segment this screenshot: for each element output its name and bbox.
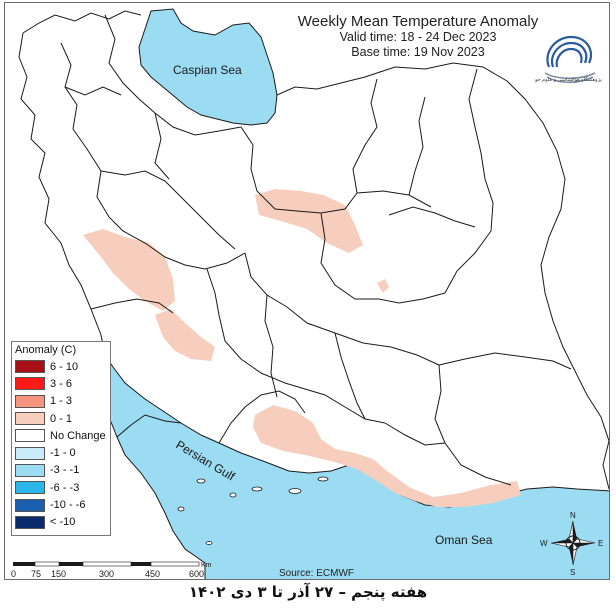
- legend-label: -1 - 0: [50, 447, 76, 460]
- province-borders: [18, 10, 609, 490]
- legend-swatch: [15, 481, 45, 495]
- scale-tick: 75: [31, 569, 41, 579]
- scale-tick: 150: [51, 569, 66, 579]
- legend-item: No Change: [15, 427, 107, 444]
- anomaly-patch-west-b: [155, 309, 215, 361]
- legend-item: 3 - 6: [15, 375, 107, 392]
- compass-rose: N S E W: [540, 511, 603, 577]
- legend-label: 3 - 6: [50, 377, 73, 390]
- source-label: Source: ECMWF: [279, 568, 355, 579]
- scale-unit: Km: [201, 562, 211, 569]
- map-title: Weekly Mean Temperature Anomaly: [297, 13, 539, 30]
- legend-item: 6 - 10: [15, 358, 107, 375]
- scale-tick: 600: [189, 569, 204, 579]
- scale-tick: 300: [99, 569, 114, 579]
- institute-logo: [544, 35, 596, 84]
- legend-swatch: [15, 412, 45, 426]
- map-title-block: Weekly Mean Temperature Anomaly Valid ti…: [273, 13, 563, 60]
- legend-label: < -10: [50, 516, 76, 529]
- compass-e: E: [598, 539, 603, 548]
- iran-map: Caspian Sea Persian Gulf Oman Sea N S E …: [18, 8, 609, 579]
- legend-label: -3 - -1: [50, 464, 80, 477]
- legend: Anomaly (C) 6 - 10 3 - 6 1 - 3 0 - 1 No …: [11, 341, 111, 536]
- scale-tick: 450: [145, 569, 160, 579]
- caspian-sea-label: Caspian Sea: [173, 63, 242, 77]
- scale-bar: 0 75 150 300 450 600 Km: [11, 561, 211, 579]
- logo-text: پژوهشگاه هواشناسی و علوم جو: [535, 77, 602, 83]
- legend-swatch: [15, 515, 45, 529]
- legend-swatch: [15, 446, 45, 460]
- legend-item: < -10: [15, 514, 107, 531]
- compass-s: S: [570, 568, 575, 577]
- anomaly-patch-small: [377, 279, 389, 293]
- legend-swatch: [15, 394, 45, 408]
- legend-label: 1 - 3: [50, 395, 73, 408]
- legend-item: 0 - 1: [15, 410, 107, 427]
- legend-item: 1 - 3: [15, 393, 107, 410]
- legend-swatch: [15, 377, 45, 391]
- anomaly-patch-south: [253, 405, 521, 507]
- legend-label: -10 - -6: [50, 499, 86, 512]
- legend-label: 0 - 1: [50, 412, 73, 425]
- anomaly-patch-central-north: [255, 189, 363, 253]
- compass-w: W: [540, 539, 548, 548]
- legend-item: -1 - 0: [15, 444, 107, 461]
- legend-item: -10 - -6: [15, 496, 107, 513]
- valid-time: Valid time: 18 - 24 Dec 2023: [339, 30, 497, 44]
- legend-item: -3 - -1: [15, 462, 107, 479]
- anomaly-patch-west-a: [83, 229, 175, 311]
- map-frame: Caspian Sea Persian Gulf Oman Sea N S E …: [4, 2, 610, 580]
- legend-label: -6 - -3: [50, 481, 80, 494]
- compass-n: N: [570, 511, 576, 520]
- islands: [177, 476, 329, 545]
- legend-swatch: [15, 429, 45, 443]
- legend-title: Anomaly (C): [15, 344, 77, 356]
- oman-sea-label: Oman Sea: [435, 533, 493, 547]
- legend-swatch: [15, 463, 45, 477]
- warm-anomaly-patches: [83, 189, 521, 507]
- scale-tick: 0: [11, 569, 16, 579]
- legend-label: No Change: [50, 429, 106, 442]
- legend-swatch: [15, 498, 45, 512]
- persian-caption: هفته پنجم – ۲۷ آذر تا ۳ دی ۱۴۰۲: [188, 583, 428, 601]
- caspian-sea: [138, 8, 278, 126]
- legend-label: 6 - 10: [50, 360, 79, 373]
- base-time: Base time: 19 Nov 2023: [351, 45, 485, 59]
- legend-item: -6 - -3: [15, 479, 107, 496]
- legend-swatch: [15, 360, 45, 374]
